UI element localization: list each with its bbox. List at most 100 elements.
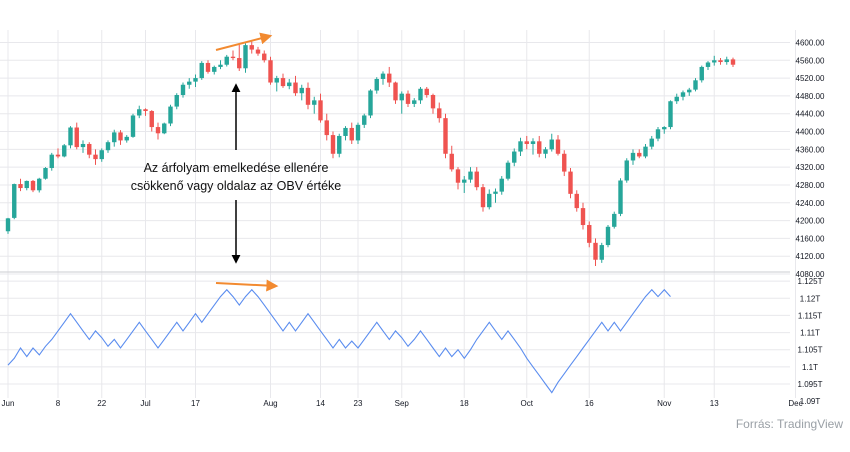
candle-body-16 xyxy=(105,142,111,151)
candle-body-23 xyxy=(149,111,154,128)
price-tick-label-3: 4200.00 xyxy=(796,217,825,226)
price-tick-label-8: 4400.00 xyxy=(796,128,825,137)
candle-body-18 xyxy=(118,132,123,141)
candle-body-116 xyxy=(730,59,736,65)
candle-body-92 xyxy=(580,208,586,226)
x-tick-label-7: 23 xyxy=(354,399,363,408)
price-tick-label-2: 4160.00 xyxy=(796,234,825,243)
price-tick-label-9: 4440.00 xyxy=(796,110,825,119)
candle-body-37 xyxy=(237,58,242,69)
candle-body-90 xyxy=(568,171,573,194)
price-trend-arrow xyxy=(215,32,273,51)
candle-body-86 xyxy=(543,149,548,154)
candle-body-82 xyxy=(518,141,523,152)
source-label: Forrás: TradingView xyxy=(736,417,843,431)
candle-body-39 xyxy=(249,45,254,50)
candle-body-52 xyxy=(330,135,336,154)
candle-body-44 xyxy=(280,78,286,87)
candle-body-72 xyxy=(455,169,461,183)
candle-body-88 xyxy=(555,139,561,154)
price-tick-label-7: 4360.00 xyxy=(796,145,825,154)
candle-body-42 xyxy=(268,60,273,83)
candle-body-5 xyxy=(37,178,42,191)
candle-body-60 xyxy=(380,73,386,79)
candle-body-91 xyxy=(574,193,579,209)
candle-body-111 xyxy=(699,66,704,81)
candle-body-81 xyxy=(512,151,517,163)
candle-body-10 xyxy=(68,127,73,146)
candle-body-11 xyxy=(74,127,79,148)
candle-body-28 xyxy=(180,84,186,95)
price-axis: 4080.00 4120.00 4160.00 4200.00 4240.00 4280.… xyxy=(796,38,825,279)
candle-body-33 xyxy=(212,66,217,72)
obv-tick-label-7: 1.125T xyxy=(798,277,823,286)
candle-body-3 xyxy=(24,180,29,189)
candle-body-100 xyxy=(630,152,636,161)
candle-body-66 xyxy=(418,88,423,101)
candle-body-32 xyxy=(205,62,211,72)
obv-trend-arrow xyxy=(215,279,279,292)
candle-body-17 xyxy=(112,132,117,143)
candle-body-41 xyxy=(262,53,267,61)
candle-body-35 xyxy=(224,56,229,65)
candle-body-77 xyxy=(487,193,492,208)
candle-body-113 xyxy=(712,60,717,63)
candle-body-58 xyxy=(368,90,373,116)
candle-body-101 xyxy=(637,152,642,157)
price-tick-label-13: 4600.00 xyxy=(796,38,825,47)
x-tick-label-10: Oct xyxy=(521,399,534,408)
candle-body-6 xyxy=(43,168,48,179)
candle-body-29 xyxy=(187,81,192,85)
obv-tick-label-1: 1.095T xyxy=(798,380,823,389)
x-tick-label-2: 22 xyxy=(97,399,106,408)
candle-body-15 xyxy=(99,150,104,160)
candle-body-61 xyxy=(387,73,392,83)
candle-body-107 xyxy=(674,96,679,102)
obv-tick-label-4: 1.11T xyxy=(800,329,820,338)
candle-body-2 xyxy=(18,184,23,189)
price-tick-label-10: 4480.00 xyxy=(796,92,825,101)
candle-body-67 xyxy=(424,88,429,95)
candle-body-54 xyxy=(343,127,348,136)
candle-body-83 xyxy=(524,141,529,144)
candle-body-84 xyxy=(530,141,536,144)
candle-body-50 xyxy=(318,100,323,121)
candle-body-73 xyxy=(462,179,467,183)
candle-body-71 xyxy=(449,153,454,170)
candle-body-98 xyxy=(618,180,623,214)
candle-body-110 xyxy=(693,80,698,90)
x-tick-label-3: Jul xyxy=(140,399,150,408)
price-tick-label-6: 4320.00 xyxy=(796,163,825,172)
candle-body-12 xyxy=(80,143,86,148)
candle-body-8 xyxy=(55,154,61,157)
obv-series-line xyxy=(7,288,671,394)
obv-tick-label-2: 1.1T xyxy=(802,363,818,372)
candle-body-97 xyxy=(612,213,617,227)
candle-body-112 xyxy=(705,62,711,67)
x-tick-label-4: 17 xyxy=(191,399,200,408)
candle-body-31 xyxy=(199,62,204,79)
candle-body-45 xyxy=(287,82,292,87)
candle-body-93 xyxy=(587,225,592,243)
annotation-line-2: csökkenő vagy oldalaz az OBV értéke xyxy=(131,179,342,193)
candle-body-22 xyxy=(143,109,148,112)
candle-body-51 xyxy=(324,120,329,136)
x-tick-label-1: 8 xyxy=(56,399,61,408)
candle-body-99 xyxy=(624,160,629,181)
x-tick-label-5: Aug xyxy=(263,399,277,408)
candle-body-104 xyxy=(655,129,661,139)
candle-body-30 xyxy=(193,78,198,82)
candle-body-96 xyxy=(605,226,611,246)
candle-body-62 xyxy=(393,82,398,101)
price-tick-label-12: 4560.00 xyxy=(796,56,825,65)
candle-body-14 xyxy=(93,154,98,160)
candle-body-76 xyxy=(480,187,486,208)
candle-body-89 xyxy=(562,153,567,172)
candle-body-21 xyxy=(137,109,142,116)
candle-body-49 xyxy=(312,100,317,105)
candle-body-38 xyxy=(243,45,248,69)
candle-body-36 xyxy=(230,56,236,59)
candle-body-19 xyxy=(124,136,129,141)
